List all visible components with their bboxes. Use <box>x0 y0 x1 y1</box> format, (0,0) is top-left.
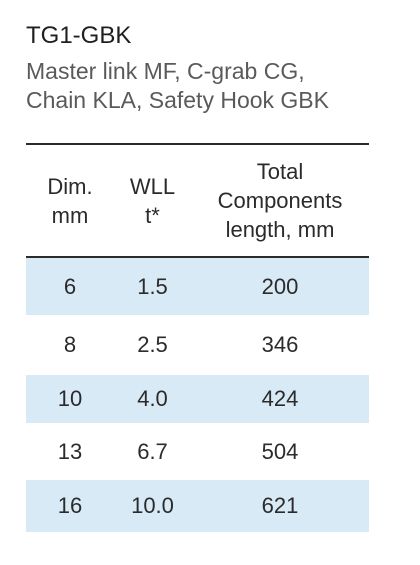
cell-wll: 2.5 <box>137 332 168 357</box>
header-text: Total <box>256 159 304 184</box>
product-description: Master link MF, C-grab CG, Chain KLA, Sa… <box>26 57 396 115</box>
cell-dimension: 13 <box>57 438 83 464</box>
table-row: 10 4.0 424 <box>26 375 369 423</box>
cell-wll: 10.0 <box>131 493 174 518</box>
cell-length: 621 <box>261 493 299 518</box>
header-text: mm <box>51 202 89 228</box>
header-text: Components <box>217 188 343 213</box>
cell-dimension: 10 <box>57 386 83 411</box>
description-line: Chain KLA, Safety Hook GBK <box>26 87 329 113</box>
description-line: Master link MF, C-grab CG, <box>26 58 305 84</box>
table-row: 8 2.5 346 <box>26 315 369 375</box>
table-row: 16 10.0 621 <box>26 480 369 532</box>
cell-dimension: 16 <box>57 493 83 518</box>
table-header-row: Dim. mm WLL t* Total Components length, … <box>26 145 369 258</box>
product-title: TG1-GBK <box>26 22 132 49</box>
cell-wll: 4.0 <box>137 386 168 411</box>
table-row: 13 6.7 504 <box>26 423 369 480</box>
cell-wll: 6.7 <box>137 438 168 464</box>
header-total-length: Total Components length, mm <box>191 145 369 256</box>
cell-length: 504 <box>261 438 299 464</box>
header-text: Dim. <box>47 173 93 199</box>
header-text: t* <box>145 202 160 228</box>
cell-length: 200 <box>261 273 299 299</box>
cell-dimension: 8 <box>63 332 77 357</box>
cell-length: 346 <box>261 332 299 357</box>
specification-table: Dim. mm WLL t* Total Components length, … <box>26 143 369 532</box>
header-wll: WLL t* <box>114 145 191 256</box>
table-row: 6 1.5 200 <box>26 258 369 315</box>
header-text: length, mm <box>225 217 335 242</box>
header-dimension: Dim. mm <box>26 145 114 256</box>
cell-length: 424 <box>261 386 299 411</box>
cell-wll: 1.5 <box>137 273 168 299</box>
header-text: WLL <box>129 173 176 199</box>
cell-dimension: 6 <box>63 273 77 299</box>
